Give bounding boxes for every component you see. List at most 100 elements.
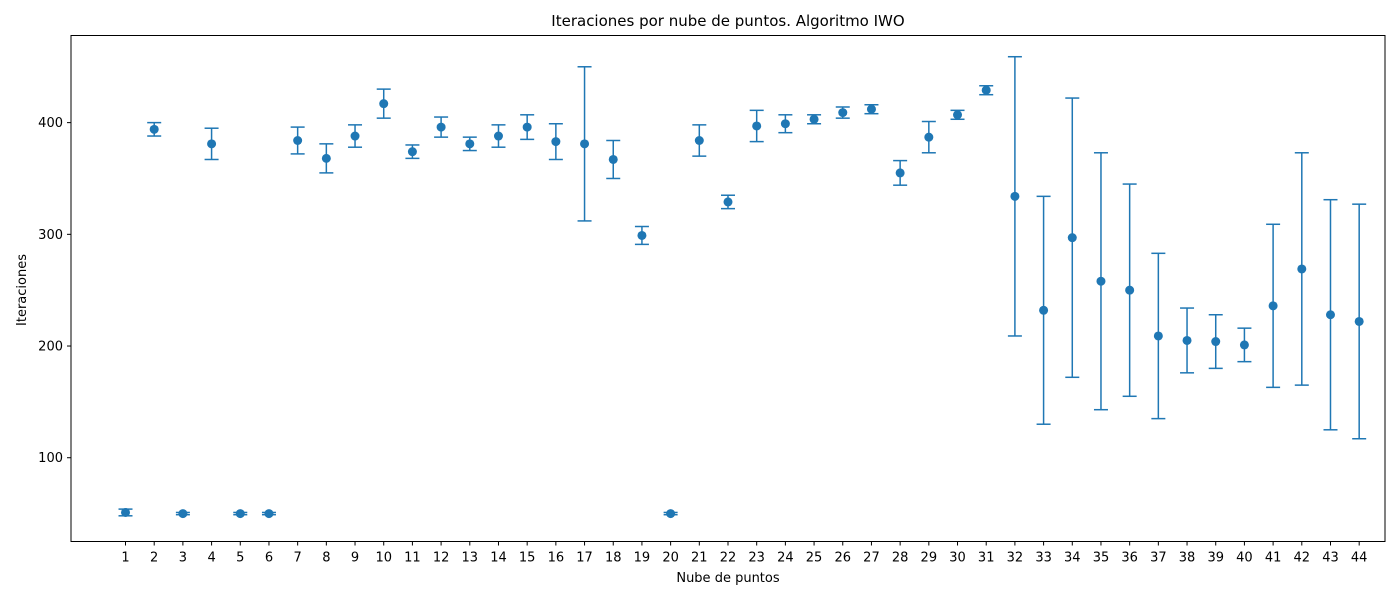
x-tick-label-42: 42 <box>1294 551 1311 566</box>
point-marker-36 <box>1125 285 1135 295</box>
point-marker-18 <box>608 154 618 164</box>
point-marker-7 <box>293 135 303 145</box>
data-point-6 <box>261 509 276 519</box>
data-point-2 <box>147 121 162 137</box>
point-marker-29 <box>924 132 934 142</box>
x-tick-label-11: 11 <box>404 551 421 566</box>
data-point-19 <box>634 225 649 246</box>
point-marker-28 <box>895 168 905 178</box>
point-marker-5 <box>235 509 245 519</box>
data-point-29 <box>921 120 936 154</box>
x-tick-label-40: 40 <box>1236 551 1253 566</box>
data-point-10 <box>376 88 391 119</box>
data-point-13 <box>462 136 477 152</box>
x-tick-label-44: 44 <box>1351 551 1368 566</box>
data-point-8 <box>319 143 334 174</box>
point-marker-35 <box>1096 276 1106 286</box>
data-point-34 <box>1065 97 1080 379</box>
point-marker-25 <box>809 114 819 124</box>
point-marker-38 <box>1182 335 1192 345</box>
x-tick-label-37: 37 <box>1150 551 1167 566</box>
data-point-33 <box>1036 195 1051 425</box>
data-point-21 <box>692 124 707 157</box>
chart-title: Iteraciones por nube de puntos. Algoritm… <box>551 12 904 30</box>
data-point-15 <box>520 114 535 141</box>
point-marker-42 <box>1297 264 1307 274</box>
data-point-14 <box>491 124 506 148</box>
point-marker-19 <box>637 230 647 240</box>
x-tick-label-5: 5 <box>236 551 244 566</box>
x-tick-label-18: 18 <box>605 551 622 566</box>
data-point-38 <box>1180 307 1195 374</box>
point-marker-32 <box>1010 191 1020 201</box>
data-point-27 <box>864 104 879 115</box>
x-tick-label-26: 26 <box>834 551 851 566</box>
point-marker-33 <box>1039 305 1049 315</box>
x-tick-label-12: 12 <box>433 551 450 566</box>
point-marker-43 <box>1325 310 1335 320</box>
point-marker-9 <box>350 131 360 141</box>
point-marker-24 <box>780 119 790 129</box>
y-axis-label: Iteraciones <box>15 254 30 326</box>
point-marker-21 <box>694 135 704 145</box>
point-marker-17 <box>580 139 590 149</box>
x-tick-label-31: 31 <box>978 551 995 566</box>
point-marker-31 <box>981 85 991 95</box>
x-tick-label-28: 28 <box>892 551 909 566</box>
point-marker-13 <box>465 139 475 149</box>
x-axis-label: Nube de puntos <box>676 571 780 586</box>
data-point-36 <box>1122 183 1137 398</box>
data-point-22 <box>721 194 735 210</box>
data-point-9 <box>348 124 363 148</box>
data-point-41 <box>1266 223 1281 389</box>
data-point-1 <box>118 507 133 517</box>
x-tick-label-35: 35 <box>1093 551 1110 566</box>
x-tick-label-4: 4 <box>207 551 215 566</box>
x-tick-label-39: 39 <box>1207 551 1224 566</box>
x-tick-label-29: 29 <box>921 551 938 566</box>
x-tick-label-16: 16 <box>548 551 565 566</box>
x-tick-label-13: 13 <box>462 551 479 566</box>
data-point-37 <box>1151 252 1166 420</box>
point-marker-40 <box>1239 340 1249 350</box>
x-axis-ticks: 1 2 3 4 5 6 7 8 9 10 11 12 13 14 15 16 17 18 19 20 21 22 23 24 2… <box>121 541 1368 566</box>
x-tick-label-43: 43 <box>1322 551 1339 566</box>
data-point-28 <box>893 159 908 186</box>
x-tick-label-7: 7 <box>294 551 302 566</box>
x-tick-label-10: 10 <box>375 551 392 566</box>
point-marker-27 <box>866 104 876 114</box>
data-point-3 <box>175 509 190 519</box>
x-tick-label-30: 30 <box>949 551 966 566</box>
point-marker-44 <box>1354 316 1364 326</box>
x-tick-label-41: 41 <box>1265 551 1282 566</box>
data-point-11 <box>405 144 420 160</box>
data-point-4 <box>204 127 219 161</box>
x-tick-label-6: 6 <box>265 551 273 566</box>
data-point-26 <box>835 106 850 119</box>
x-tick-label-38: 38 <box>1179 551 1196 566</box>
point-marker-3 <box>178 509 188 519</box>
x-tick-label-17: 17 <box>576 551 593 566</box>
data-point-42 <box>1294 152 1309 386</box>
data-point-18 <box>606 139 621 180</box>
x-tick-label-34: 34 <box>1064 551 1081 566</box>
x-tick-label-23: 23 <box>748 551 765 566</box>
point-marker-14 <box>493 131 503 141</box>
data-point-39 <box>1208 313 1223 370</box>
x-tick-label-8: 8 <box>322 551 330 566</box>
point-marker-4 <box>207 139 217 149</box>
data-point-17 <box>577 66 592 222</box>
point-marker-34 <box>1067 233 1077 243</box>
point-marker-30 <box>953 110 963 120</box>
y-tick-label-300: 300 <box>38 228 63 243</box>
x-tick-label-3: 3 <box>179 551 187 566</box>
y-tick-label-100: 100 <box>38 451 63 466</box>
x-tick-label-19: 19 <box>634 551 651 566</box>
point-marker-26 <box>838 108 848 118</box>
x-tick-label-1: 1 <box>121 551 129 566</box>
point-marker-37 <box>1153 331 1163 341</box>
data-point-7 <box>290 126 305 155</box>
y-axis-ticks: 100 200 300 400 <box>38 116 71 466</box>
data-point-5 <box>233 509 248 519</box>
